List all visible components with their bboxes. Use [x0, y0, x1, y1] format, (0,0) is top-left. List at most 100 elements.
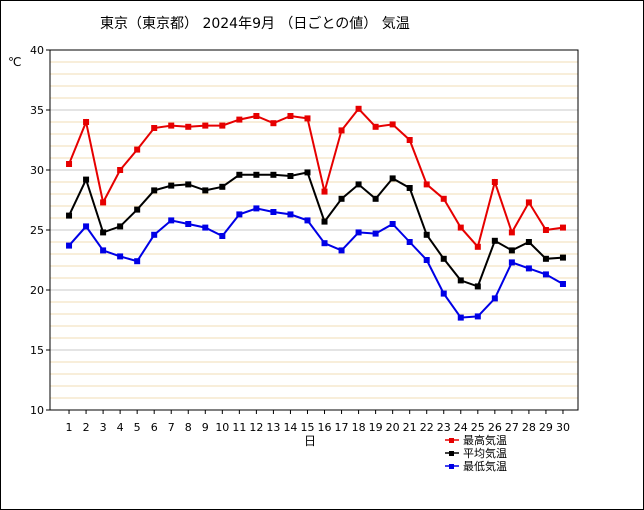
x-tick-label: 19: [369, 421, 383, 434]
data-point: [287, 211, 294, 218]
data-point: [406, 185, 413, 191]
x-tick-label: 17: [335, 421, 349, 434]
y-tick-label: 15: [30, 344, 44, 357]
y-tick-label: 10: [30, 404, 44, 417]
data-point: [474, 243, 481, 250]
data-point: [253, 205, 260, 212]
data-point: [185, 221, 192, 227]
x-tick-label: 23: [437, 421, 451, 434]
data-point: [100, 229, 107, 236]
data-point: [117, 253, 124, 260]
x-tick-label: 15: [300, 421, 314, 434]
data-point: [83, 119, 90, 125]
data-point: [508, 259, 515, 266]
data-point: [321, 188, 328, 195]
data-point: [338, 127, 345, 134]
y-tick-label: 30: [30, 164, 44, 177]
data-point: [253, 171, 260, 178]
data-point: [525, 199, 532, 206]
y-tick-labels: 10 15 20 25 30 35 40: [30, 44, 50, 417]
data-point: [372, 195, 379, 202]
series-3: [66, 205, 566, 321]
data-point: [423, 231, 430, 238]
series-1: [66, 105, 566, 250]
series-line: [68, 107, 564, 249]
x-tick-label: 24: [454, 421, 468, 434]
data-point: [236, 211, 243, 218]
data-point: [270, 120, 277, 127]
data-point: [304, 169, 311, 176]
data-point: [406, 137, 413, 143]
data-point: [406, 239, 413, 245]
data-point: [202, 122, 209, 129]
data-point: [440, 290, 447, 297]
data-point: [253, 113, 260, 119]
x-tick-label: 28: [522, 421, 536, 434]
x-tick-label: 10: [215, 421, 229, 434]
data-point: [542, 227, 549, 233]
data-point: [219, 183, 226, 190]
data-point: [508, 229, 515, 236]
data-point: [389, 175, 396, 182]
data-point: [525, 265, 532, 272]
data-point: [389, 221, 396, 227]
x-tick-label: 21: [403, 421, 417, 434]
data-point: [559, 281, 566, 287]
data-point: [83, 176, 90, 183]
legend-label: 最低気温: [463, 459, 507, 473]
data-point: [134, 258, 141, 265]
legend-marker: [449, 451, 454, 456]
x-tick-label: 3: [100, 421, 107, 434]
data-point: [236, 116, 243, 123]
y-tick-label: 40: [30, 44, 44, 57]
y-tick-label: 35: [30, 104, 44, 117]
legend-label: 最高気温: [463, 433, 507, 447]
data-point: [202, 224, 209, 231]
data-point: [542, 271, 549, 278]
data-point: [440, 255, 447, 262]
data-point: [423, 181, 430, 188]
x-tick-label: 4: [117, 421, 124, 434]
data-point: [219, 122, 226, 129]
x-tick-label: 27: [505, 421, 519, 434]
data-point: [355, 105, 362, 112]
data-point: [338, 195, 345, 202]
data-point: [117, 167, 124, 173]
x-tick-label: 14: [283, 421, 297, 434]
data-point: [474, 313, 481, 320]
x-tick-label: 9: [202, 421, 209, 434]
data-point: [287, 113, 294, 119]
chart-title: 東京（東京都） 2024年9月 （日ごとの値） 気温: [100, 16, 410, 32]
data-point: [321, 240, 328, 247]
x-tick-label: 2: [83, 421, 90, 434]
x-tick-label: 16: [318, 421, 332, 434]
data-point: [304, 115, 311, 122]
data-point: [185, 123, 192, 130]
x-tick-label: 22: [420, 421, 434, 434]
data-point: [474, 283, 481, 290]
x-tick-labels: 1 2 3 4 5 6 7 8 9 10 11 12 13 14 15 16 17 18 19 20 21 22 23 24 2…: [66, 410, 570, 434]
data-point: [151, 231, 158, 238]
data-point: [423, 257, 430, 263]
x-tick-label: 11: [232, 421, 246, 434]
x-tick-label: 30: [556, 421, 570, 434]
data-point: [542, 255, 549, 262]
data-point: [457, 277, 464, 284]
data-point: [389, 121, 396, 128]
series-line: [68, 207, 564, 319]
data-point: [457, 224, 464, 231]
data-point: [66, 242, 73, 249]
series-lines: [66, 105, 566, 321]
data-point: [338, 247, 345, 254]
data-point: [559, 224, 566, 231]
data-point: [117, 223, 124, 230]
data-point: [508, 247, 515, 254]
data-point: [185, 181, 192, 188]
x-tick-label: 6: [151, 421, 158, 434]
data-point: [372, 123, 379, 130]
data-point: [134, 206, 141, 213]
grid-lines: [50, 61, 578, 399]
